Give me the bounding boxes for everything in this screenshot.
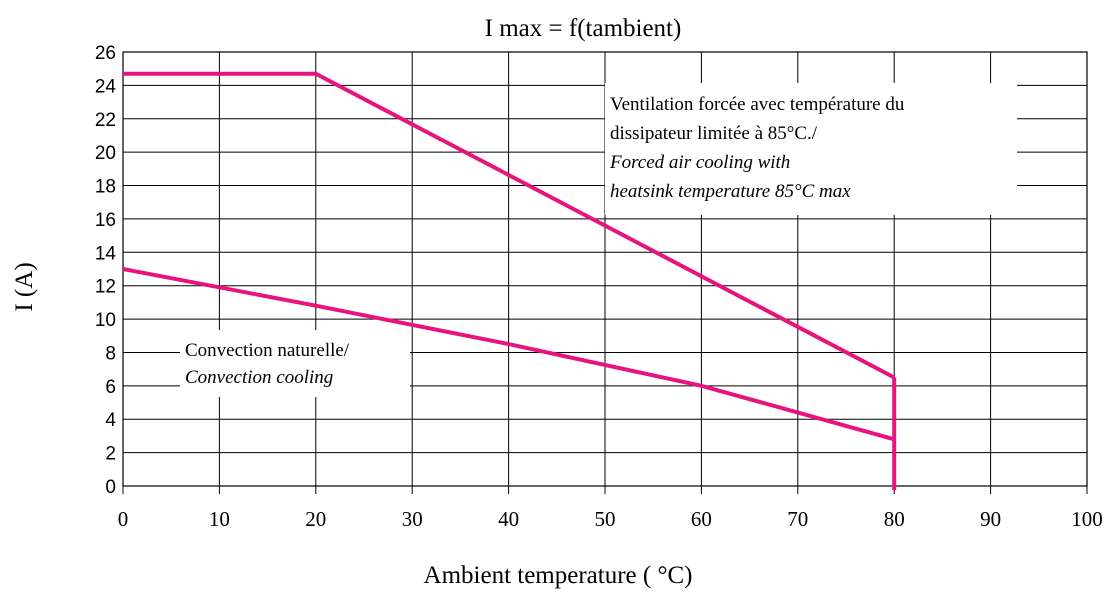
x-tick-labels: 0 10 20 30 40 50 60 70 80 90 100 — [118, 507, 1103, 531]
annotations: Ventilation forcée avec température du di… — [185, 94, 905, 388]
y-tick-label: 22 — [95, 110, 116, 131]
annotation-line: heatsink temperature 85°C max — [610, 181, 851, 202]
annotation-line: dissipateur limitée à 85°C./ — [610, 123, 818, 144]
y-tick-label: 16 — [95, 210, 116, 231]
forced-air-series-line — [123, 71, 896, 380]
x-tick-label: 0 — [118, 507, 129, 531]
convection-series-line — [122, 267, 895, 442]
y-tick-label: 12 — [95, 277, 116, 298]
annotation-line: Forced air cooling with — [609, 152, 790, 173]
y-tick-label: 2 — [105, 444, 116, 465]
y-tick-label: 0 — [105, 477, 116, 498]
x-tick-label: 60 — [691, 507, 712, 531]
y-tick-label: 14 — [95, 243, 117, 264]
y-tick-label: 6 — [105, 377, 116, 398]
x-tick-label: 70 — [787, 507, 808, 531]
x-tick-label: 80 — [884, 507, 905, 531]
y-tick-label: 18 — [95, 177, 116, 198]
annotation-backgrounds — [180, 83, 1017, 397]
chart-title: I max = f(tambient) — [485, 15, 682, 42]
x-tick-label: 90 — [980, 507, 1001, 531]
y-axis-label: I (A) — [11, 262, 38, 311]
annotation-line: Ventilation forcée avec température du — [610, 94, 905, 115]
y-tick-label: 10 — [95, 310, 116, 331]
y-tick-label: 26 — [95, 43, 116, 64]
annotation-box — [180, 330, 410, 397]
annotation-box — [605, 83, 1017, 215]
x-tick-label: 10 — [209, 507, 230, 531]
series-lines — [122, 71, 897, 490]
y-tick-label: 20 — [95, 143, 116, 164]
x-tick-label: 30 — [402, 507, 423, 531]
annotation-line: Convection cooling — [185, 367, 333, 388]
y-tick-label: 24 — [95, 76, 117, 97]
x-tick-label: 40 — [498, 507, 519, 531]
x-axis-label: Ambient temperature ( °C) — [424, 562, 693, 589]
y-tick-label: 8 — [105, 343, 116, 364]
y-tick-label: 4 — [105, 410, 116, 431]
annotation-line: Convection naturelle/ — [185, 340, 350, 361]
x-tick-label: 50 — [595, 507, 616, 531]
x-tick-label: 20 — [305, 507, 326, 531]
x-tick-label: 100 — [1071, 507, 1103, 531]
